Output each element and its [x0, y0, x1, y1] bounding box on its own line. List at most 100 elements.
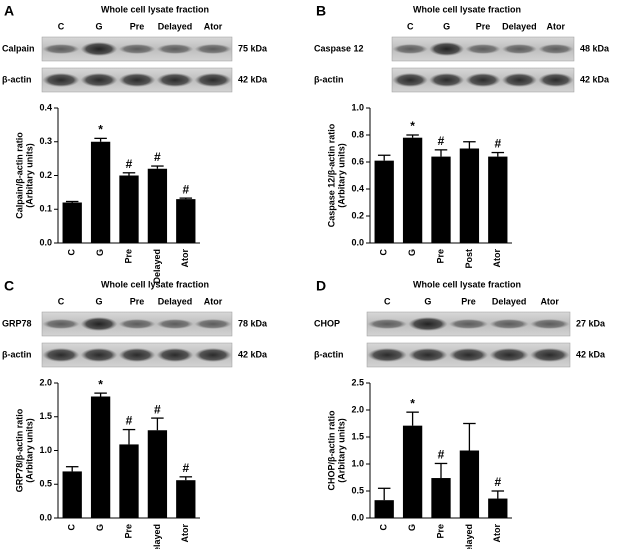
blot-band — [429, 73, 465, 87]
error-bar — [377, 487, 391, 501]
significance-mark: * — [410, 396, 415, 410]
panel-letter: C — [4, 278, 14, 294]
lane-label: C — [58, 296, 65, 306]
x-tick-label: Pre — [435, 249, 445, 264]
y-axis-label: (Arbitary units) — [336, 143, 346, 208]
lane-label: G — [95, 21, 102, 31]
band-name: β-actin — [2, 74, 32, 84]
x-tick-label: Delayed — [464, 524, 474, 549]
blot-band — [156, 73, 194, 87]
blot-band — [408, 317, 448, 331]
bar — [119, 175, 139, 243]
blot-band — [367, 319, 407, 329]
error-bar — [406, 134, 419, 138]
band-name: β-actin — [314, 74, 344, 84]
blot-band — [80, 317, 118, 331]
x-tick-label: Ator — [180, 249, 190, 268]
error-bar — [122, 428, 136, 445]
significance-mark: # — [494, 475, 501, 489]
error-bar — [65, 200, 79, 203]
y-tick-label: 0.4 — [39, 102, 52, 112]
blot-band — [194, 73, 232, 87]
significance-mark: # — [182, 182, 189, 196]
lane-label: C — [58, 21, 65, 31]
blot-band — [489, 348, 529, 362]
y-tick-label: 0.5 — [39, 479, 52, 489]
blot-band — [80, 73, 118, 87]
x-tick-label: G — [407, 249, 417, 256]
y-tick-label: 1.0 — [351, 458, 364, 468]
blot-band — [538, 44, 574, 54]
error-bar — [65, 466, 79, 472]
error-bar — [491, 151, 505, 157]
error-bar — [94, 137, 107, 142]
significance-mark: # — [126, 414, 133, 428]
band-name: Caspase 12 — [314, 43, 364, 53]
significance-mark: # — [438, 448, 445, 462]
bar — [90, 396, 111, 518]
blot-band — [392, 44, 428, 54]
blot-band — [489, 319, 529, 329]
error-bar — [434, 149, 448, 157]
band-size: 78 kDa — [238, 318, 268, 328]
lane-label: G — [424, 296, 431, 306]
significance-mark: * — [98, 377, 103, 391]
bar — [459, 148, 480, 243]
y-axis-label: GRP78/β-actin ratio — [14, 408, 24, 492]
blot-band — [449, 348, 488, 362]
y-tick-label: 1.5 — [351, 431, 364, 441]
error-bar — [122, 172, 136, 176]
bar — [176, 480, 196, 518]
x-tick-label: Pre — [123, 524, 133, 539]
bar — [62, 471, 82, 518]
lane-label: G — [95, 296, 102, 306]
bar — [119, 444, 139, 518]
lane-label: Delayed — [502, 21, 537, 31]
blot-band — [80, 42, 118, 56]
bar — [90, 141, 111, 243]
x-tick-label: Delayed — [152, 249, 162, 284]
y-tick-label: 0.3 — [39, 136, 52, 146]
blot-band — [194, 319, 232, 329]
error-bar — [434, 462, 448, 479]
blot-band — [194, 44, 232, 54]
bar — [374, 500, 394, 518]
blot-band — [392, 73, 428, 87]
lane-label: Pre — [130, 296, 145, 306]
lane-label: Delayed — [158, 296, 193, 306]
significance-mark: # — [154, 150, 161, 164]
bar — [431, 156, 451, 243]
blot-band — [367, 348, 407, 362]
blot-band — [118, 348, 156, 362]
band-size: 42 kDa — [580, 74, 610, 84]
significance-mark: # — [494, 137, 501, 151]
band-name: β-actin — [2, 349, 32, 359]
band-name: CHOP — [314, 318, 340, 328]
error-bar — [463, 141, 476, 149]
significance-mark: * — [98, 123, 103, 137]
lane-label: C — [407, 21, 414, 31]
error-bar — [491, 490, 505, 499]
y-axis-label: CHOP/β-actin ratio — [326, 410, 336, 491]
panel: B Whole cell lysate fraction C G Pre Delayed A… — [314, 3, 610, 269]
bar — [147, 168, 168, 243]
y-tick-label: 1.0 — [351, 102, 364, 112]
bar — [402, 425, 423, 518]
band-name: Calpain — [2, 43, 35, 53]
band-size: 42 kDa — [238, 74, 268, 84]
lane-label: Ator — [204, 21, 223, 31]
band-size: 27 kDa — [576, 318, 606, 328]
blot-band — [80, 348, 118, 362]
blot-band — [118, 44, 156, 54]
error-bar — [151, 165, 164, 169]
y-axis-label: Calpain/β-actin ratio — [14, 132, 24, 219]
error-bar — [463, 422, 476, 451]
y-tick-label: 2.0 — [351, 404, 364, 414]
lane-label: Pre — [461, 296, 476, 306]
x-tick-label: G — [407, 524, 417, 531]
lane-label: Pre — [130, 21, 145, 31]
y-tick-label: 2.5 — [351, 377, 364, 387]
blot-band — [42, 44, 80, 54]
lane-label: Ator — [547, 21, 566, 31]
blot-band — [530, 348, 570, 362]
